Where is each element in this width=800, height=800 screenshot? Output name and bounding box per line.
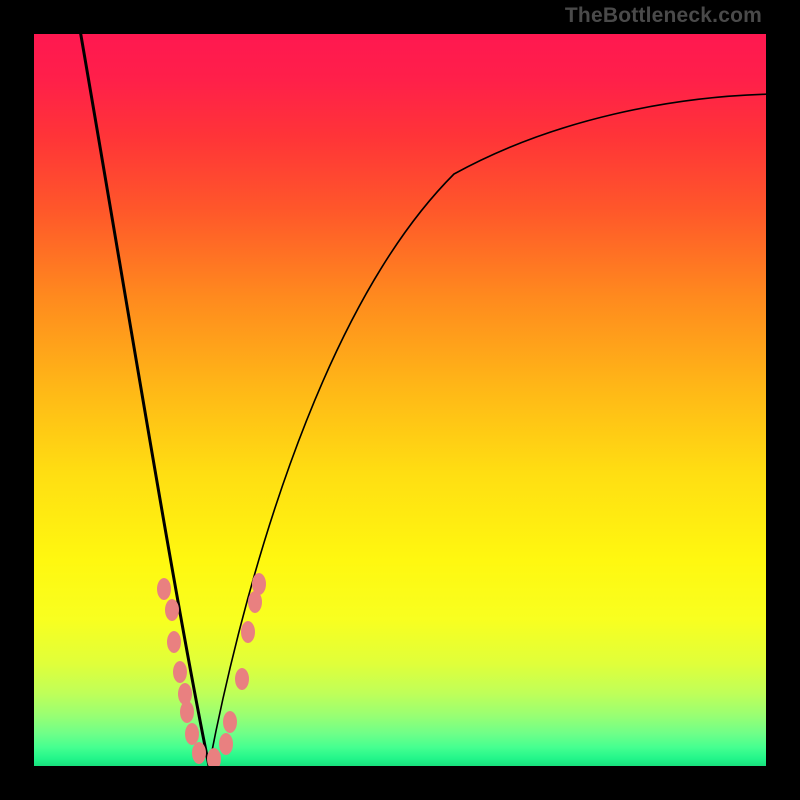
curve-right-branch (209, 94, 766, 766)
data-dot (219, 733, 233, 755)
data-dot (167, 631, 181, 653)
data-dot (173, 661, 187, 683)
data-dot (223, 711, 237, 733)
data-dot (165, 599, 179, 621)
data-dot (185, 723, 199, 745)
data-dot (157, 578, 171, 600)
data-dot (207, 748, 221, 766)
data-dot (241, 621, 255, 643)
curve-left-branch (79, 34, 209, 766)
data-dot (235, 668, 249, 690)
data-dot (192, 742, 206, 764)
plot-area (34, 34, 766, 766)
chart-frame: TheBottleneck.com (0, 0, 800, 800)
watermark-text: TheBottleneck.com (565, 4, 762, 28)
data-dot (180, 701, 194, 723)
data-dots (157, 573, 266, 766)
chart-svg (34, 34, 766, 766)
data-dot (252, 573, 266, 595)
